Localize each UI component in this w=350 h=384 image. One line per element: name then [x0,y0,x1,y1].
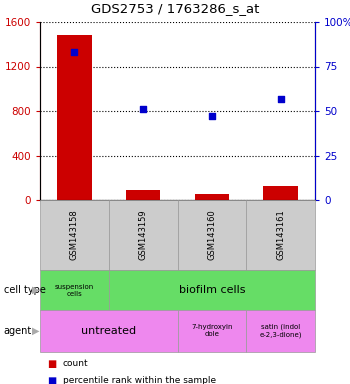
Text: untreated: untreated [81,326,136,336]
Text: GDS2753 / 1763286_s_at: GDS2753 / 1763286_s_at [91,2,259,15]
Bar [195,194,229,200]
Text: agent: agent [4,326,32,336]
Bar [126,190,160,200]
Text: cell type: cell type [4,285,46,295]
Bar [57,35,92,200]
Text: GSM143158: GSM143158 [70,210,79,260]
Text: ■: ■ [47,376,56,384]
Text: ▶: ▶ [32,285,40,295]
Text: ■: ■ [47,359,56,369]
Text: GSM143161: GSM143161 [276,210,285,260]
Text: 7-hydroxyin
dole: 7-hydroxyin dole [191,324,233,338]
Text: percentile rank within the sample: percentile rank within the sample [63,376,216,384]
Point [278,96,284,102]
Text: biofilm cells: biofilm cells [178,285,245,295]
Point [209,113,215,119]
Text: GSM143160: GSM143160 [207,210,216,260]
Text: count: count [63,359,88,368]
Point [71,49,77,55]
Text: ▶: ▶ [32,326,40,336]
Text: GSM143159: GSM143159 [139,210,148,260]
Bar [264,185,298,200]
Text: satin (indol
e-2,3-dione): satin (indol e-2,3-dione) [259,324,302,338]
Text: suspension
cells: suspension cells [55,283,94,296]
Point [140,106,146,112]
